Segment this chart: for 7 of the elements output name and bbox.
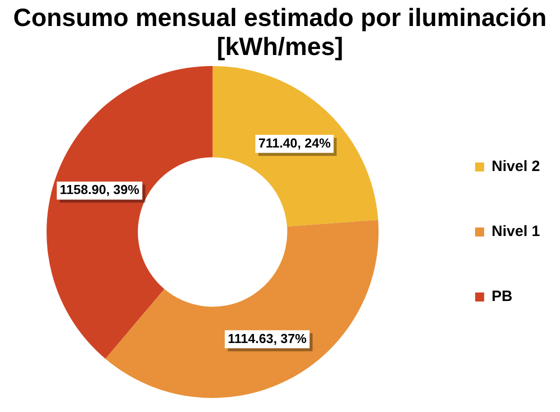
legend-label: Nivel 1	[492, 223, 540, 240]
legend-label: Nivel 2	[492, 158, 540, 176]
chart-title: Consumo mensual estimado por iluminación [kWh/mes]	[12, 4, 548, 62]
data-label: 1158.90, 39%	[60, 182, 140, 198]
data-label: 1114.63, 37%	[228, 330, 308, 346]
legend-label: PB	[492, 288, 513, 306]
data-label: 711.40, 24%	[258, 135, 332, 150]
